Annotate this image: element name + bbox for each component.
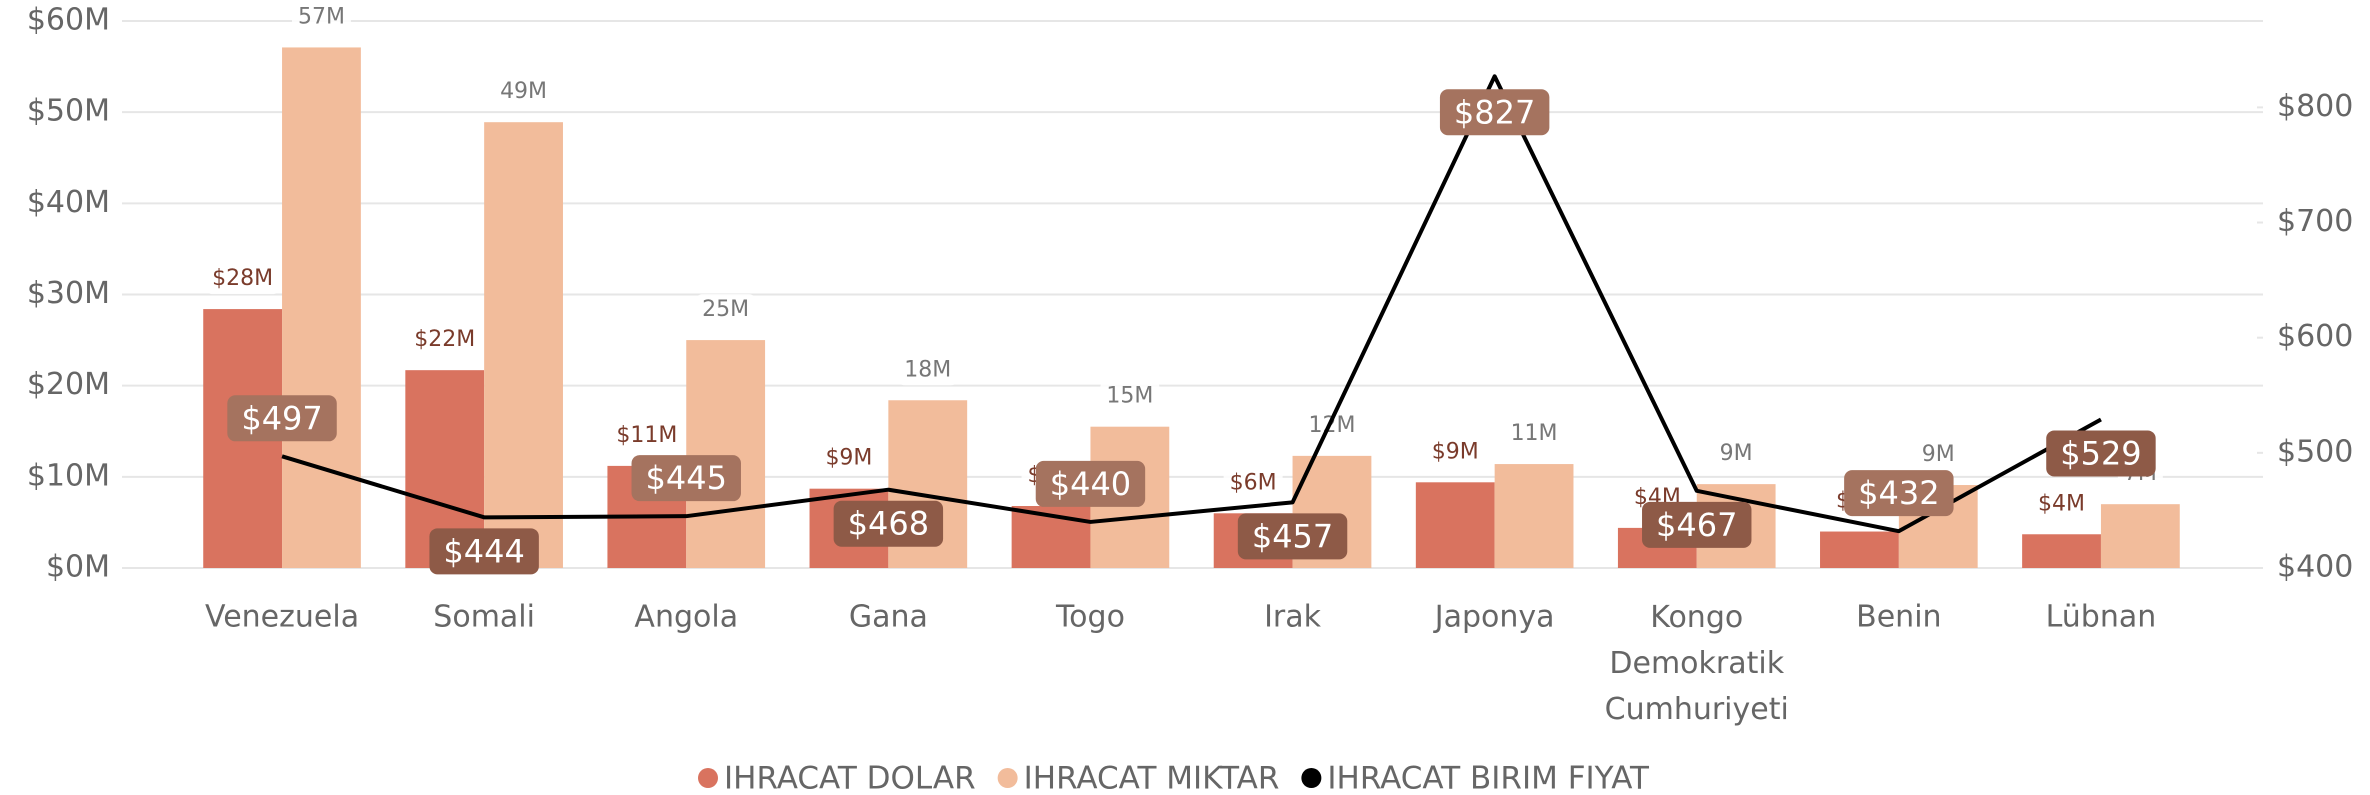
y2-tick-label: $800 <box>2277 89 2353 124</box>
legend-label: IHRACAT DOLAR <box>724 761 976 795</box>
data-label-bg <box>1302 409 1362 441</box>
data-label: $6M <box>1230 470 1277 495</box>
y-tick-label: $0M <box>46 550 110 585</box>
data-label-bg <box>494 76 554 108</box>
data-label-bg <box>1915 439 1961 471</box>
x-tick-label: Lübnan <box>2046 600 2157 635</box>
legend-item: IHRACAT DOLAR <box>697 761 976 795</box>
y-tick-label: $50M <box>27 94 110 129</box>
bar <box>2100 504 2180 568</box>
y2-tick-label: $600 <box>2277 319 2353 354</box>
line-label: $445 <box>646 459 727 497</box>
x-tick-label: Venezuela <box>205 600 359 635</box>
x-tick-label: Somali <box>433 600 535 635</box>
data-label: $22M <box>414 327 475 352</box>
line-label: $529 <box>2060 434 2141 472</box>
bar <box>1415 482 1495 568</box>
line-label-bg <box>1237 513 1348 560</box>
data-label-bg <box>1223 467 1283 499</box>
data-label: $9M <box>825 446 872 471</box>
data-label-bg <box>819 442 879 474</box>
data-label: 11M <box>1511 421 1558 446</box>
line-label-bg <box>833 500 944 547</box>
x-tick-label: Togo <box>1055 600 1125 635</box>
legend-swatch <box>697 768 718 788</box>
data-label: 18M <box>904 357 951 382</box>
y-tick-label: $20M <box>27 367 110 402</box>
legend-label: IHRACAT BIRIM FIYAT <box>1327 761 1650 795</box>
line-label-bg <box>1642 501 1752 548</box>
data-label: 25M <box>702 297 749 322</box>
y-tick-label: $30M <box>27 276 110 311</box>
line-label: $440 <box>1050 465 1131 503</box>
line <box>281 74 2102 534</box>
line-label-bg <box>429 528 539 575</box>
data-label: 15M <box>1106 384 1153 409</box>
data-label: 9M <box>1720 441 1753 466</box>
line-label: $444 <box>443 532 524 570</box>
x-tick-label: Japonya <box>1433 600 1555 635</box>
data-label: $11M <box>616 423 677 448</box>
x-tick-label: Gana <box>849 600 928 635</box>
data-label: 57M <box>298 4 345 29</box>
legend-swatch <box>1301 768 1322 788</box>
line-label: $467 <box>1656 506 1737 544</box>
bar <box>686 340 766 568</box>
line-label: $457 <box>1252 517 1333 555</box>
data-label: $4M <box>2038 491 2085 516</box>
line-label: $497 <box>241 399 322 437</box>
data-label: $9M <box>1432 439 1479 464</box>
data-label: $28M <box>212 266 273 291</box>
data-label-bg <box>1100 380 1160 412</box>
line-label-bg <box>1035 460 1146 507</box>
legend-label: IHRACAT MIKTAR <box>1024 761 1280 795</box>
y2-tick-label: $400 <box>2277 550 2353 585</box>
data-label-bg <box>610 419 684 451</box>
data-label-bg <box>2032 488 2092 520</box>
x-tick-label: Benin <box>1856 600 1941 635</box>
legend-swatch <box>997 768 1018 788</box>
data-label-bg <box>696 294 756 326</box>
data-label-bg <box>408 324 482 356</box>
line-label: $432 <box>1858 474 1939 512</box>
data-label-bg <box>1713 438 1759 470</box>
y2-tick-label: $500 <box>2277 434 2353 469</box>
data-label: 9M <box>1922 442 1955 467</box>
line-label-bg <box>1439 89 1550 136</box>
line-label: $827 <box>1454 93 1535 131</box>
x-tick-label: Kongo Demokratik Cumhuriyeti <box>1605 600 1789 727</box>
line-label-bg <box>631 455 741 502</box>
data-label-bg <box>206 263 280 295</box>
y2-tick-label: $700 <box>2277 204 2353 239</box>
bar <box>2022 534 2101 568</box>
x-tick-label: Angola <box>634 600 738 635</box>
line-label-bg <box>227 395 337 442</box>
bar <box>484 122 563 568</box>
data-label: 49M <box>500 79 547 104</box>
legend-item: IHRACAT MIKTAR <box>997 761 1280 795</box>
y-tick-label: $40M <box>27 185 110 220</box>
data-label-bg <box>898 354 958 386</box>
bar <box>282 47 361 568</box>
data-label-bg <box>1504 418 1564 450</box>
data-label-bg <box>291 1 351 33</box>
y-tick-label: $60M <box>27 3 110 38</box>
line-label: $468 <box>848 505 929 543</box>
legend-item: IHRACAT BIRIM FIYAT <box>1301 761 1650 795</box>
x-tick-label: Irak <box>1264 600 1322 635</box>
data-label-bg <box>1425 436 1485 468</box>
line-label-bg <box>1844 470 1954 517</box>
line-label-bg <box>2046 430 2156 477</box>
bar <box>1494 464 1574 568</box>
y-tick-label: $10M <box>27 458 110 493</box>
bar <box>1820 531 1899 568</box>
